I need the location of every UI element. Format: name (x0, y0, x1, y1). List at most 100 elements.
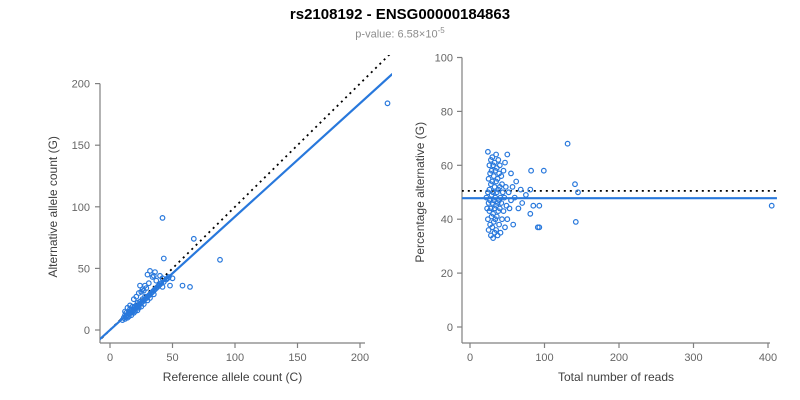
data-point (489, 178, 496, 185)
data-point (510, 221, 517, 228)
y-tick-label: 20 (441, 268, 453, 280)
data-point (536, 224, 543, 231)
y-tick-label: 0 (447, 322, 453, 334)
data-point (504, 216, 511, 223)
data-point (497, 229, 504, 236)
y-tick-label: 200 (72, 79, 90, 91)
axes: 0 100 200 300 400 0 20 40 60 80 100 Total number of… (413, 53, 777, 385)
data-point (564, 140, 571, 147)
x-tick-label: 200 (610, 352, 628, 364)
data-point (489, 154, 496, 161)
data-point (496, 205, 503, 212)
data-point (493, 213, 500, 220)
data-point (494, 175, 501, 182)
data-point (575, 189, 581, 196)
data-point (528, 167, 534, 174)
x-axis-title: Total number of reads (558, 370, 674, 384)
data-point (501, 194, 508, 201)
data-point (530, 202, 537, 209)
data-point (511, 194, 518, 201)
data-point (484, 216, 491, 223)
data-point (491, 183, 498, 190)
data-point (519, 200, 526, 206)
data-point (502, 183, 509, 190)
y-tick-label: 100 (72, 202, 90, 214)
data-point (527, 186, 534, 193)
x-tick-label: 200 (351, 352, 369, 364)
x-tick-label: 300 (684, 352, 702, 364)
axes: 0 50 100 150 200 0 50 100 150 200 Reference allele… (46, 79, 369, 384)
data-point (490, 189, 496, 196)
x-axis-title: Reference allele count (C) (163, 370, 302, 384)
data-point (498, 200, 505, 206)
data-point (485, 227, 492, 233)
data-point (488, 167, 495, 174)
data-point (493, 227, 499, 233)
page-title: rs2108192 - ENSG00000184863 (289, 6, 511, 23)
data-point (768, 202, 775, 209)
data-point (490, 210, 496, 217)
data-point (499, 189, 506, 196)
y-tick-label: 60 (441, 160, 453, 172)
x-tick-label: 150 (288, 352, 306, 364)
data-point (540, 167, 547, 174)
y-tick-label: 40 (441, 214, 453, 226)
data-point (496, 221, 502, 228)
data-point (499, 216, 505, 223)
data-point (149, 274, 156, 280)
data-point (505, 189, 512, 196)
p-value-label: p-value: (355, 28, 398, 41)
data-point (384, 100, 391, 107)
data-point (490, 235, 496, 242)
x-tick-label: 100 (226, 352, 244, 364)
plot-panels: 0 50 100 150 200 0 50 100 150 200 Reference allele… (0, 45, 800, 400)
data-point (500, 167, 507, 174)
data-points (483, 140, 775, 242)
data-point (145, 280, 152, 287)
data-point (190, 235, 197, 242)
data-point (187, 283, 193, 290)
data-point (572, 218, 579, 225)
y-axis-title: Alternative allele count (G) (46, 136, 60, 277)
data-point (499, 181, 505, 188)
data-point (493, 151, 499, 158)
data-point (502, 159, 508, 166)
x-tick-label: 100 (535, 352, 553, 364)
data-point (513, 178, 520, 185)
data-point (491, 159, 498, 166)
y-tick-label: 100 (435, 53, 453, 65)
p-value-subtitle: p-value: 6.58×10-5 (0, 24, 800, 42)
data-point (217, 256, 223, 263)
data-point (179, 282, 186, 289)
data-point (494, 232, 501, 239)
data-point (169, 275, 176, 282)
data-point (497, 194, 504, 201)
data-point (509, 183, 516, 190)
data-point (150, 291, 157, 298)
x-tick-label: 400 (759, 352, 777, 364)
figure-header: rs2108192 - ENSG00000184863 p-value: 6.5… (0, 6, 800, 42)
data-point (486, 186, 493, 193)
y-tick-label: 80 (441, 106, 453, 118)
y-tick-label: 0 (84, 325, 90, 337)
reads-vs-percentage-scatter: 0 100 200 300 400 0 20 40 60 80 100 Total number of… (413, 53, 777, 385)
data-point (522, 191, 529, 198)
y-tick-label: 150 (72, 140, 90, 152)
y-axis-title: Percentage alternative (G) (413, 122, 427, 263)
data-points (119, 100, 391, 324)
data-point (487, 205, 494, 212)
data-point (506, 205, 513, 212)
data-point (159, 283, 166, 290)
y-tick-label: 50 (78, 263, 90, 275)
data-point (484, 148, 491, 155)
p-value-mantissa: 6.58×10 (397, 28, 438, 41)
data-point (572, 181, 578, 188)
data-point (147, 295, 153, 301)
data-point (500, 208, 507, 215)
x-tick-label: 50 (166, 352, 178, 364)
data-point (152, 269, 158, 276)
data-point (515, 205, 522, 212)
ref-vs-alt-count-scatter: 0 50 100 150 200 0 50 100 150 200 Reference allele… (46, 55, 392, 384)
data-point (486, 162, 493, 169)
data-point (496, 162, 503, 169)
